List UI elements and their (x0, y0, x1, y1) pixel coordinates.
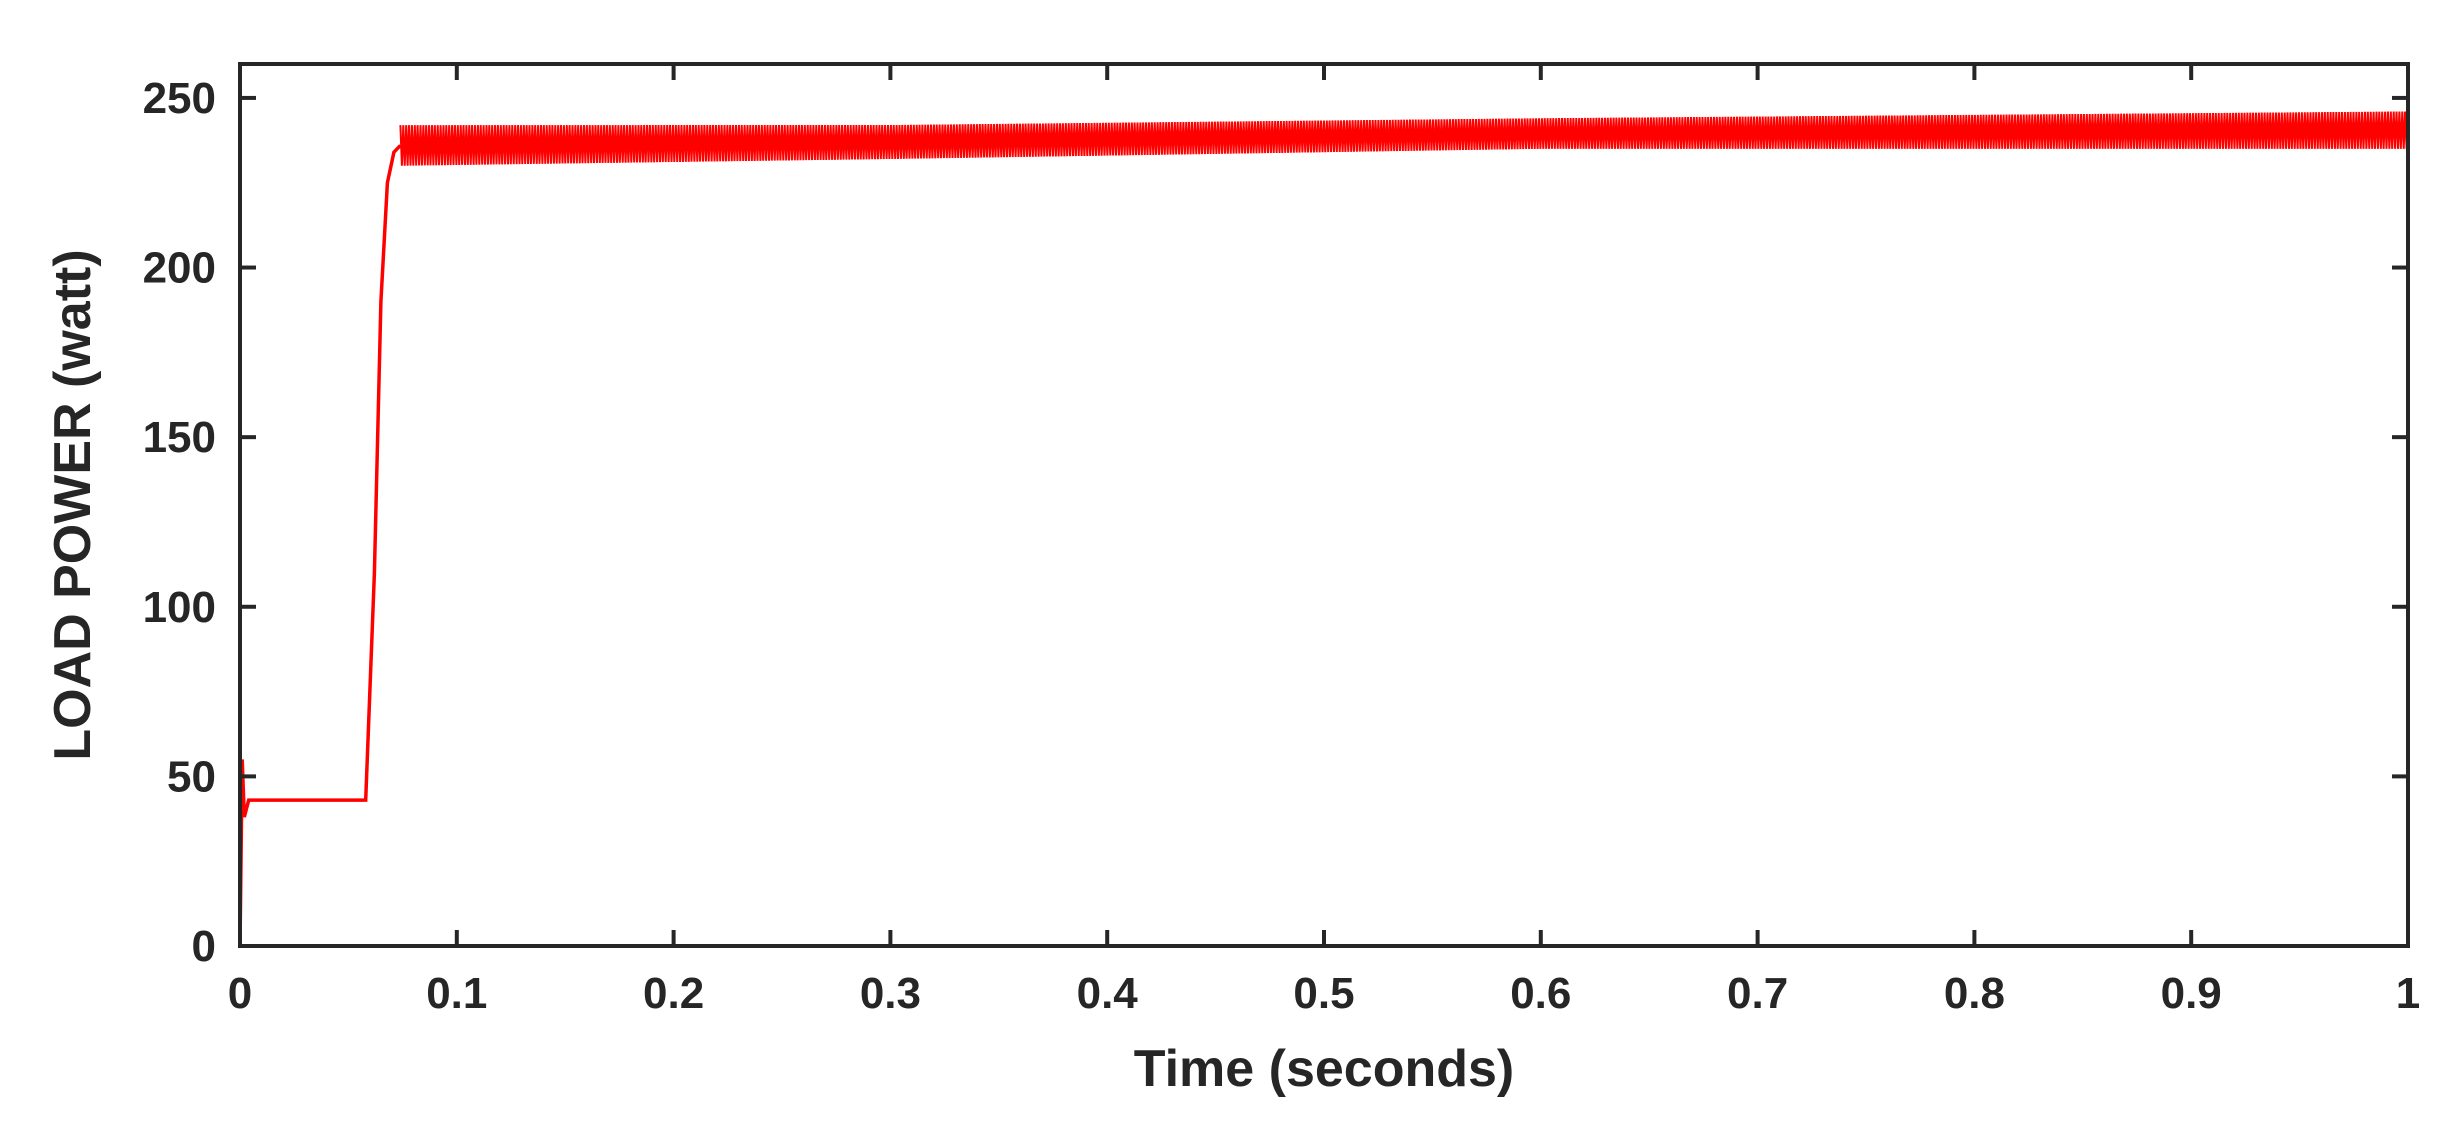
x-tick-label: 0.6 (1510, 969, 1571, 1018)
y-tick-label: 150 (143, 413, 216, 462)
x-tick-label: 0.2 (643, 969, 704, 1018)
y-tick-label: 50 (167, 752, 216, 801)
x-tick-label: 0.7 (1727, 969, 1788, 1018)
y-tick-label: 0 (192, 922, 216, 971)
series-ripple (399, 111, 2408, 166)
y-tick-label: 100 (143, 583, 216, 632)
series-line (240, 144, 402, 946)
axes-box (238, 62, 2410, 948)
y-tick-labels: 0 50 100 150 200 250 (143, 74, 216, 971)
x-tick-label: 1 (2396, 969, 2420, 1018)
x-tick-label: 0 (228, 969, 252, 1018)
x-tick-label: 0.3 (860, 969, 921, 1018)
tick-marks (238, 64, 2410, 948)
y-tick-label: 250 (143, 74, 216, 123)
x-tick-label: 0.1 (426, 969, 487, 1018)
plot-area (240, 111, 2408, 946)
x-axis-label: Time (seconds) (1134, 1040, 1514, 1098)
x-tick-label: 0.8 (1944, 969, 2005, 1018)
y-axis-label: LOAD POWER (watt) (44, 249, 102, 760)
x-tick-label: 0.4 (1077, 969, 1139, 1018)
x-tick-labels: 0 0.1 0.2 0.3 0.4 0.5 0.6 0.7 0.8 0.9 1 (228, 969, 2420, 1018)
x-tick-label: 0.9 (2161, 969, 2222, 1018)
y-tick-label: 200 (143, 244, 216, 293)
x-tick-label: 0.5 (1293, 969, 1354, 1018)
